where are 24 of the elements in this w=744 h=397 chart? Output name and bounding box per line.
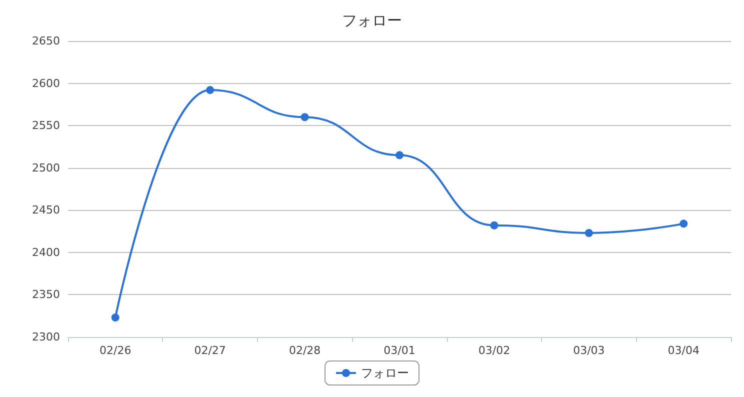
y-tick-label: 2600 xyxy=(32,76,60,90)
x-tick-label: 03/03 xyxy=(573,344,605,357)
chart-title: フォロー xyxy=(342,12,402,30)
y-tick-label: 2650 xyxy=(32,34,60,48)
x-tick-label: 03/04 xyxy=(668,344,700,357)
y-tick-label: 2550 xyxy=(32,119,60,132)
x-tick-label: 02/28 xyxy=(288,344,321,357)
y-tick-label: 2500 xyxy=(32,161,60,174)
legend-label: フォロー xyxy=(361,366,409,380)
point xyxy=(206,86,214,94)
y-tick-label: 2350 xyxy=(32,288,60,302)
point xyxy=(300,113,309,122)
x-tick-label: 02/26 xyxy=(100,344,132,357)
x-tick-label: 02/27 xyxy=(194,344,226,357)
point xyxy=(396,151,404,160)
x-tick-label: 03/01 xyxy=(384,344,416,357)
point xyxy=(111,314,120,322)
point xyxy=(584,228,593,237)
x-tick-label: 03/02 xyxy=(478,344,510,357)
y-tick-label: 2450 xyxy=(32,204,60,217)
point xyxy=(680,220,688,228)
point xyxy=(490,221,498,230)
y-tick-label: 2400 xyxy=(32,246,60,259)
y-tick-label: 2300 xyxy=(32,330,60,344)
